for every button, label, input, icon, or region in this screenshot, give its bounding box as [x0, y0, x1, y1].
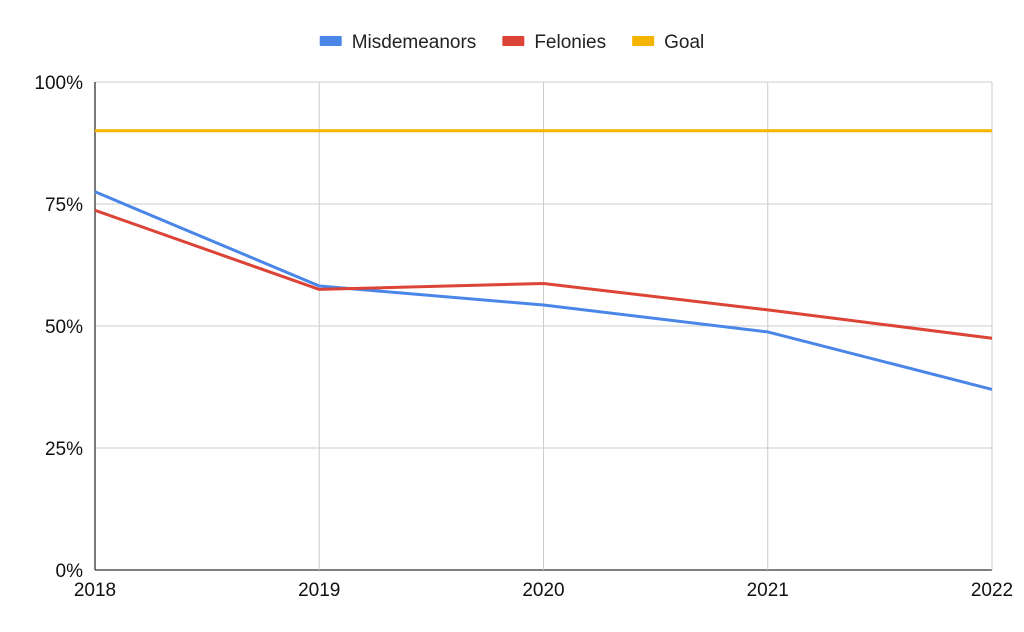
legend-label: Felonies: [534, 32, 606, 53]
legend-swatch: [319, 36, 342, 46]
y-axis-ticks: 0% 25% 50% 75% 100%: [34, 73, 83, 582]
legend-item-goal: Goal: [632, 32, 704, 53]
x-tick-label: 2018: [74, 580, 116, 601]
y-tick-label: 25%: [45, 439, 83, 460]
x-tick-label: 2020: [522, 580, 564, 601]
legend-item-misdemeanors: Misdemeanors: [319, 32, 477, 53]
x-tick-label: 2021: [747, 580, 789, 601]
legend-swatch: [502, 36, 525, 46]
y-tick-label: 100%: [34, 73, 83, 94]
legend-label: Misdemeanors: [352, 32, 477, 53]
y-tick-label: 50%: [45, 317, 83, 338]
y-tick-label: 75%: [45, 195, 83, 216]
x-tick-label: 2019: [298, 580, 340, 601]
legend-label: Goal: [664, 32, 704, 53]
gridlines: [94, 81, 993, 571]
legend: Misdemeanors Felonies Goal: [319, 32, 704, 53]
series-line-misdemeanors: [94, 190, 993, 391]
series-lines: [94, 129, 993, 391]
y-tick-label: 0%: [56, 561, 84, 582]
legend-swatch: [632, 36, 655, 46]
x-tick-label: 2022: [971, 580, 1013, 601]
series-line-felonies: [94, 208, 993, 340]
x-axis-ticks: 2018 2019 2020 2021 2022: [74, 580, 1013, 601]
legend-item-felonies: Felonies: [502, 32, 606, 53]
